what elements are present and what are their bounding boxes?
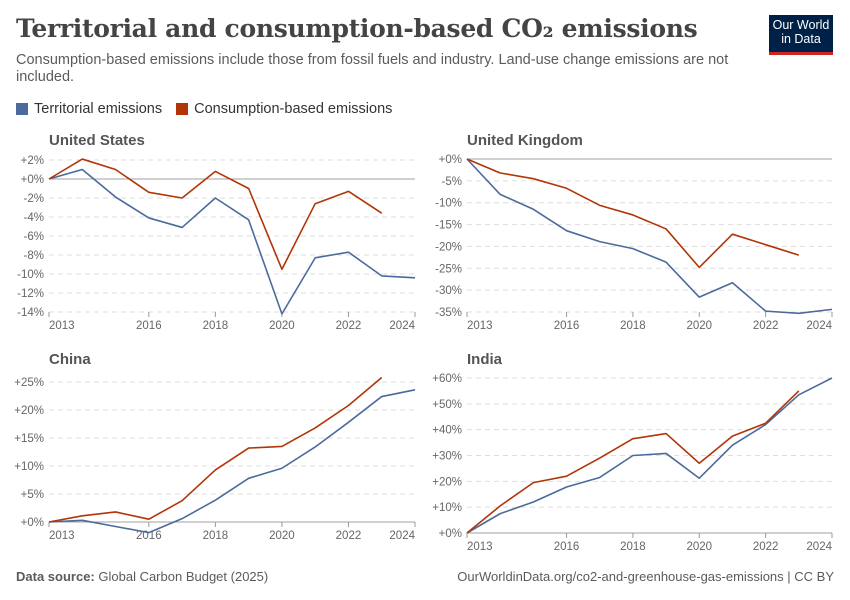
legend-item-consumption[interactable]: Consumption-based emissions [176, 101, 392, 117]
y-tick-label: +0% [439, 154, 462, 166]
page-subtitle: Consumption-based emissions include thos… [16, 52, 729, 85]
legend: Territorial emissions Consumption-based … [16, 101, 392, 117]
x-tick-label: 2024 [389, 320, 415, 332]
y-tick-label: -4% [24, 212, 44, 224]
y-tick-label: +25% [14, 377, 44, 389]
y-tick-label: +0% [439, 528, 462, 540]
panel-title: China [49, 351, 91, 368]
x-tick-label: 2022 [753, 541, 779, 553]
x-tick-label: 2016 [136, 530, 162, 542]
legend-item-territorial[interactable]: Territorial emissions [16, 101, 162, 117]
x-tick-label: 2020 [269, 530, 295, 542]
panel-title: United Kingdom [467, 132, 583, 149]
x-tick-label: 2024 [806, 541, 832, 553]
y-tick-label: +10% [14, 461, 44, 473]
x-tick-label: 2018 [620, 320, 646, 332]
y-tick-label: -30% [435, 285, 462, 297]
x-tick-label: 2020 [269, 320, 295, 332]
owid-logo[interactable]: Our World in Data [769, 15, 833, 55]
data-source: Data source: Global Carbon Budget (2025) [16, 569, 268, 584]
panel-title: United States [49, 132, 145, 149]
x-tick-label: 2016 [136, 320, 162, 332]
x-tick-label: 2013 [467, 541, 493, 553]
source-label: Data source: [16, 569, 95, 584]
y-tick-label: +20% [14, 405, 44, 417]
y-tick-label: -8% [24, 250, 44, 262]
x-tick-label: 2022 [336, 320, 362, 332]
chart-panel-united-kingdom: United Kingdom +0% -5% -10% -15% -20% -25% -30%… [435, 132, 832, 332]
y-tick-label: +30% [432, 451, 462, 463]
x-tick-label: 2013 [49, 530, 75, 542]
y-tick-label: -10% [435, 198, 462, 210]
y-tick-label: -5% [442, 176, 462, 188]
x-tick-label: 2013 [49, 320, 75, 332]
consumption-line [466, 390, 800, 534]
url-license[interactable]: OurWorldinData.org/co2-and-greenhouse-ga… [457, 569, 834, 584]
x-tick-label: 2016 [554, 320, 580, 332]
territorial-line [48, 389, 416, 534]
y-tick-label: +15% [14, 433, 44, 445]
y-tick-label: -20% [435, 241, 462, 253]
chart-panel-china: China +25% +20% +15% +10% +5% +0% 2013 2016 2018 2… [14, 351, 415, 542]
x-tick-label: 2022 [336, 530, 362, 542]
y-tick-label: +0% [21, 174, 44, 186]
y-tick-label: -25% [435, 263, 462, 275]
y-tick-label: +10% [432, 502, 462, 514]
territorial-line [48, 168, 416, 315]
y-tick-label: +50% [432, 399, 462, 411]
y-tick-label: +60% [432, 373, 462, 385]
territorial-line [466, 377, 833, 534]
legend-label: Territorial emissions [34, 101, 163, 117]
chart-panel-united-states: United States +2% +0% -2% -4% -6% -8% -10% -12% -… [17, 132, 415, 332]
x-tick-label: 2016 [554, 541, 580, 553]
page-title: Territorial and consumption-based CO₂ em… [16, 14, 698, 43]
y-tick-label: -12% [17, 288, 44, 300]
x-tick-label: 2013 [467, 320, 493, 332]
x-tick-label: 2024 [389, 530, 415, 542]
y-tick-label: -35% [435, 307, 462, 319]
legend-swatch-territorial [16, 103, 28, 115]
y-tick-label: +0% [21, 517, 44, 529]
consumption-line [48, 158, 383, 271]
y-tick-label: -14% [17, 307, 44, 319]
x-tick-label: 2018 [203, 530, 229, 542]
x-tick-label: 2020 [686, 320, 712, 332]
y-tick-label: +20% [432, 476, 462, 488]
y-tick-label: -6% [24, 231, 44, 243]
source-link[interactable]: Global Carbon Budget (2025) [98, 569, 269, 584]
y-tick-label: -2% [24, 193, 44, 205]
logo-text: Our World in Data [772, 18, 830, 46]
consumption-line [466, 158, 800, 269]
x-tick-label: 2024 [806, 320, 832, 332]
y-tick-label: +2% [21, 155, 44, 167]
legend-swatch-consumption [176, 103, 189, 115]
x-tick-label: 2020 [686, 541, 712, 553]
y-tick-label: -15% [435, 220, 462, 232]
x-tick-label: 2018 [203, 320, 229, 332]
y-tick-label: +40% [432, 425, 462, 437]
chart-panel-india: India +60% +50% +40% +30% +20% +10% +0% 2013 2016… [432, 351, 832, 553]
legend-label: Consumption-based emissions [194, 101, 393, 117]
consumption-line [48, 376, 383, 523]
panel-title: India [467, 351, 503, 368]
y-tick-label: +5% [21, 489, 44, 501]
x-tick-label: 2022 [753, 320, 779, 332]
y-tick-label: -10% [17, 269, 44, 281]
x-tick-label: 2018 [620, 541, 646, 553]
territorial-line [466, 158, 833, 315]
